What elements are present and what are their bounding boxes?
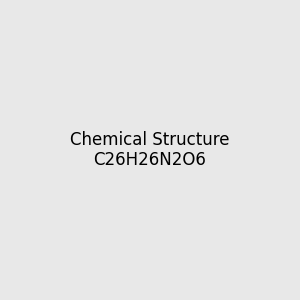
Text: Chemical Structure
C26H26N2O6: Chemical Structure C26H26N2O6 — [70, 130, 230, 170]
